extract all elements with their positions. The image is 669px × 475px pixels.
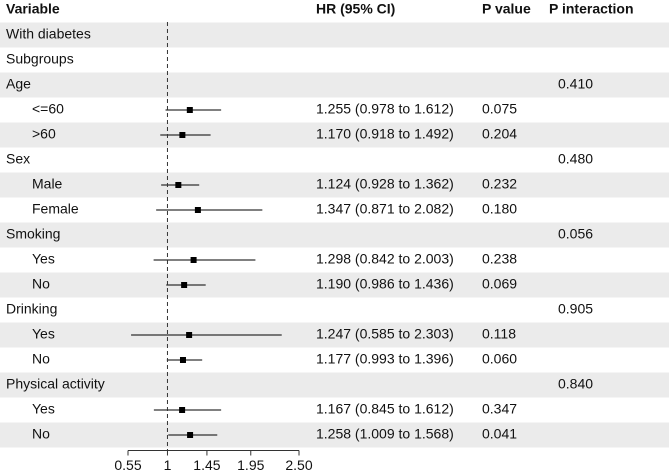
p-value: 0.041	[482, 426, 517, 442]
p-value: 0.060	[482, 351, 517, 367]
row-band	[0, 122, 669, 148]
p-value: 0.118	[482, 326, 516, 342]
hr-text: 1.190 (0.986 to 1.436)	[316, 276, 454, 292]
subgroup-label: >60	[32, 126, 56, 142]
x-tick-label: 0.55	[114, 457, 141, 473]
hr-text: 1.258 (1.009 to 1.568)	[316, 426, 454, 442]
group-label: Age	[6, 76, 31, 92]
column-header: P value	[482, 1, 531, 17]
hr-text: 1.347 (0.871 to 2.082)	[316, 201, 454, 217]
hr-text: 1.124 (0.928 to 1.362)	[316, 176, 454, 192]
x-tick-label: 1.95	[237, 457, 264, 473]
p-value: 0.347	[482, 401, 517, 417]
p-interaction: 0.905	[558, 301, 593, 317]
p-value: 0.232	[482, 176, 517, 192]
column-header: HR (95% CI)	[316, 1, 395, 17]
row-label: With diabetes	[6, 26, 91, 42]
hr-text: 1.255 (0.978 to 1.612)	[316, 101, 454, 117]
hr-point	[179, 357, 186, 363]
row-band	[0, 222, 669, 248]
subgroup-label: Yes	[32, 326, 55, 342]
hr-point	[194, 207, 201, 213]
hr-point	[179, 132, 186, 138]
p-value: 0.069	[482, 276, 517, 292]
subgroup-label: Yes	[32, 401, 55, 417]
subgroup-label: No	[32, 351, 50, 367]
row-band	[0, 172, 669, 198]
group-label: Sex	[6, 151, 30, 167]
row-band	[0, 72, 669, 98]
marks	[131, 107, 282, 438]
p-interaction: 0.410	[558, 76, 593, 92]
subgroup-label: Male	[32, 176, 63, 192]
hr-point	[175, 182, 182, 188]
x-tick-label: 1	[164, 457, 172, 473]
hr-text: 1.298 (0.842 to 2.003)	[316, 251, 454, 267]
subgroup-label: No	[32, 276, 50, 292]
row-band	[0, 372, 669, 398]
hr-text: 1.170 (0.918 to 1.492)	[316, 126, 454, 142]
group-label: Smoking	[6, 226, 60, 242]
hr-point	[190, 257, 197, 263]
row-band	[0, 22, 669, 48]
p-interaction: 0.056	[558, 226, 593, 242]
hr-point	[186, 332, 193, 338]
hr-point	[181, 282, 188, 288]
p-value: 0.204	[482, 126, 517, 142]
row-bands	[0, 22, 669, 448]
hr-text: 1.167 (0.845 to 1.612)	[316, 401, 454, 417]
subgroup-label: Yes	[32, 251, 55, 267]
row-band	[0, 422, 669, 448]
x-tick-label: 2.50	[285, 457, 312, 473]
hr-text: 1.177 (0.993 to 1.396)	[316, 351, 454, 367]
subgroup-label: <=60	[32, 101, 64, 117]
group-label: Physical activity	[6, 376, 105, 392]
p-interaction: 0.480	[558, 151, 593, 167]
column-header: Variable	[6, 1, 60, 17]
subgroup-label: No	[32, 426, 50, 442]
row-band	[0, 272, 669, 298]
x-tick-label: 1.45	[193, 457, 220, 473]
subgroup-label: Female	[32, 201, 79, 217]
hr-point	[186, 107, 193, 113]
group-label: Drinking	[6, 301, 57, 317]
hr-point	[187, 432, 194, 438]
p-value: 0.238	[482, 251, 517, 267]
column-header: P interaction	[549, 1, 634, 17]
p-value: 0.075	[482, 101, 517, 117]
p-value: 0.180	[482, 201, 517, 217]
p-interaction: 0.840	[558, 376, 593, 392]
row-label: Subgroups	[6, 51, 74, 67]
hr-text: 1.247 (0.585 to 2.303)	[316, 326, 454, 342]
hr-point	[179, 407, 186, 413]
row-band	[0, 322, 669, 348]
